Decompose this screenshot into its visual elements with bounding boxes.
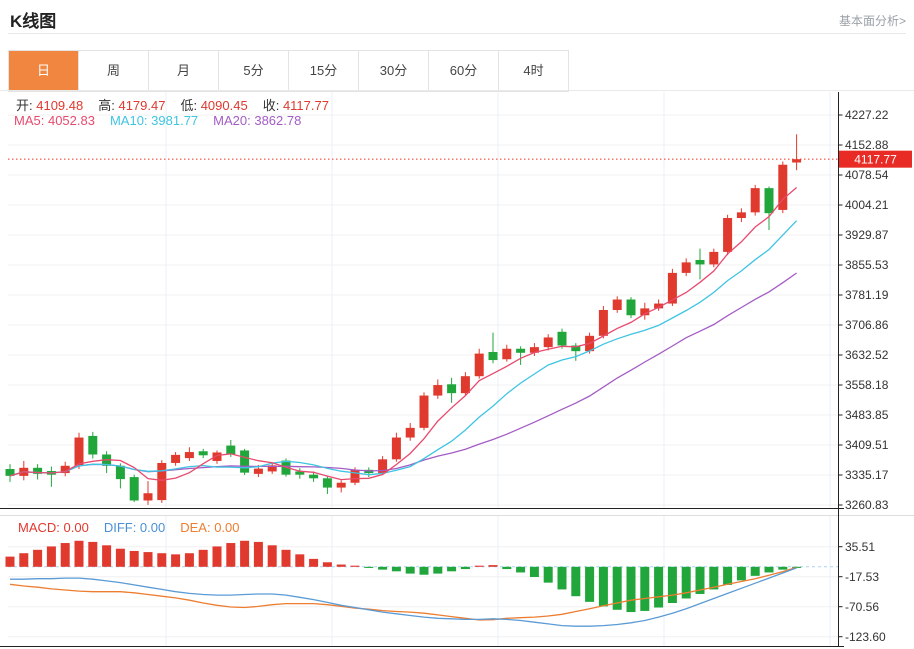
legend-item: MA10: 3981.77 [109, 113, 199, 128]
tab-月[interactable]: 月 [149, 51, 219, 91]
svg-text:3558.18: 3558.18 [845, 378, 889, 392]
svg-text:3781.19: 3781.19 [845, 288, 889, 302]
ma-legend: MA5: 4052.83 MA10: 3981.77 MA20: 3862.78 [14, 113, 316, 128]
macd-axis-labels: 35.51 -17.53 -70.56 -123.60 [838, 540, 886, 644]
tabbar-border [0, 90, 914, 91]
title-divider [8, 33, 906, 34]
tab-4时[interactable]: 4时 [499, 51, 568, 91]
legend-item: MA20: 3862.78 [213, 113, 302, 128]
legend-item: 开: 4109.48 [16, 98, 84, 113]
ma10-line [9, 220, 798, 477]
legend-item: MA5: 4052.83 [14, 113, 95, 128]
svg-text:35.51: 35.51 [845, 540, 875, 554]
candles-layer [5, 134, 802, 505]
svg-text:4078.54: 4078.54 [845, 168, 889, 182]
fundamental-analysis-link[interactable]: 基本面分析> [838, 14, 906, 28]
svg-text:4152.88: 4152.88 [845, 138, 889, 152]
svg-text:-70.56: -70.56 [845, 600, 879, 614]
tab-5分[interactable]: 5分 [219, 51, 289, 91]
legend-item: DEA: 0.00 [180, 520, 240, 535]
tab-周[interactable]: 周 [79, 51, 149, 91]
interval-tabbar: 日周月 5分 15分 30分 60分 4时 [8, 50, 569, 92]
svg-text:3483.85: 3483.85 [845, 408, 889, 422]
svg-text:4117.77: 4117.77 [854, 152, 897, 166]
legend-item: DIFF: 0.00 [103, 520, 166, 535]
legend-item: 收: 4117.77 [262, 98, 329, 113]
ohlc-legend: 开: 4109.48 高: 4179.47 低: 4090.45 收: 4117.77 [16, 95, 344, 114]
diff-line [10, 567, 797, 627]
svg-text:3632.52: 3632.52 [845, 348, 889, 362]
legend-item: 高: 4179.47 [98, 98, 166, 113]
svg-text:3706.86: 3706.86 [845, 318, 889, 332]
price-axis-labels: 4227.22 4152.88 4078.54 4004.21 3929.87 3855.… [838, 108, 889, 512]
svg-text:3260.83: 3260.83 [845, 498, 889, 512]
tab-60分[interactable]: 60分 [429, 51, 499, 91]
page-title: K线图 [10, 12, 57, 31]
svg-text:-17.53: -17.53 [845, 570, 879, 584]
dea-line [9, 566, 797, 621]
legend-item: MACD: 0.00 [18, 520, 89, 535]
tab-15分[interactable]: 15分 [289, 51, 359, 91]
legend-item: 低: 4090.45 [180, 98, 248, 113]
macd-legend: MACD: 0.00 DIFF: 0.00 DEA: 0.00 [18, 520, 255, 535]
svg-text:-123.60: -123.60 [845, 630, 886, 644]
tab-日[interactable]: 日 [9, 51, 79, 91]
svg-text:3855.53: 3855.53 [845, 258, 889, 272]
gridlines [8, 92, 839, 646]
svg-text:4227.22: 4227.22 [845, 108, 889, 122]
svg-text:4004.21: 4004.21 [845, 198, 889, 212]
svg-text:3929.87: 3929.87 [845, 228, 889, 242]
pane-borders [0, 92, 914, 647]
macd-histogram [5, 540, 802, 613]
current-price-badge: 4117.77 [839, 150, 912, 168]
svg-text:3335.17: 3335.17 [845, 468, 889, 482]
tab-30分[interactable]: 30分 [359, 51, 429, 91]
svg-text:3409.51: 3409.51 [845, 438, 889, 452]
ma5-line [9, 187, 798, 481]
